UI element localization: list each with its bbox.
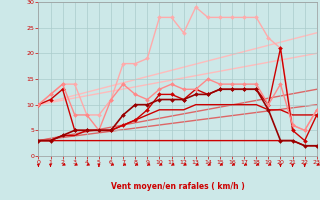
- X-axis label: Vent moyen/en rafales ( km/h ): Vent moyen/en rafales ( km/h ): [111, 182, 244, 191]
